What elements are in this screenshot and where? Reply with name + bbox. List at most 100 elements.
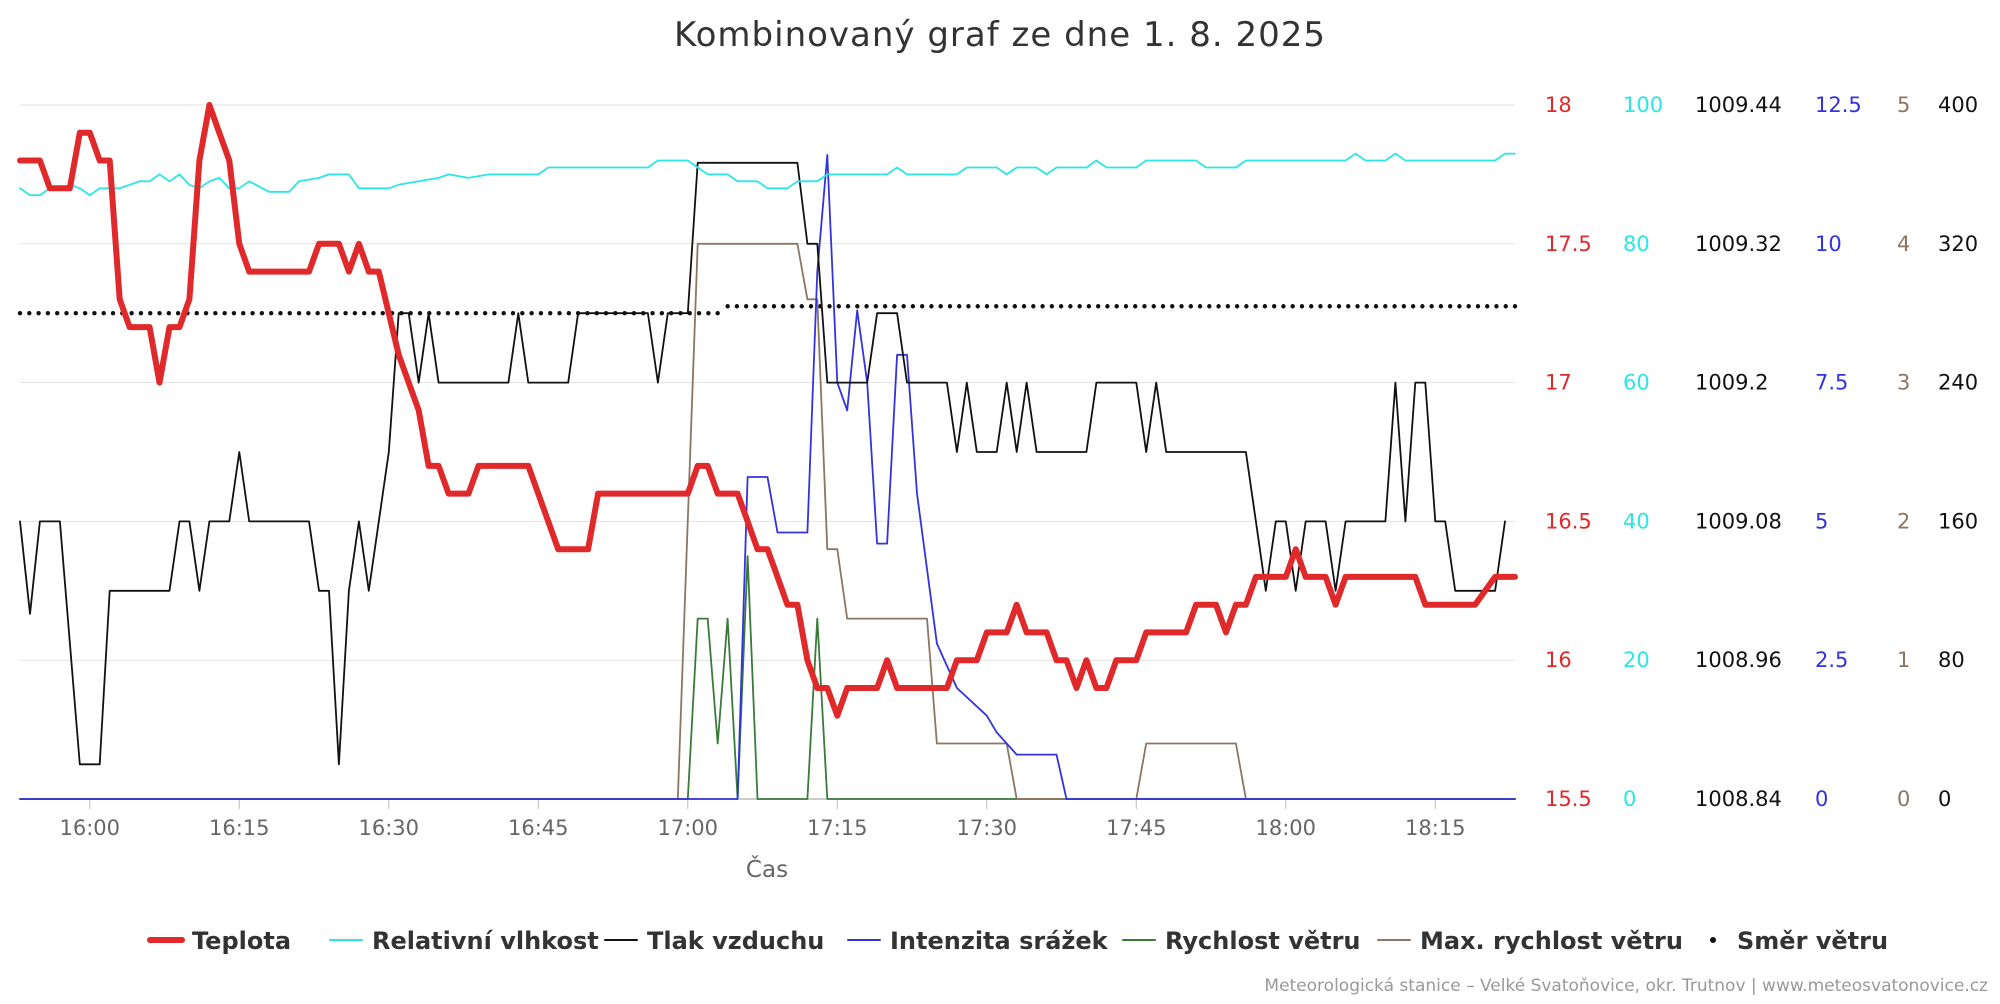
wind-direction-point [1494,304,1499,309]
y-tick-label-rain: 12.5 [1815,93,1862,117]
wind-direction-point [148,311,153,316]
wind-direction-point [1003,304,1008,309]
wind-direction-point [799,304,804,309]
wind-direction-point [1068,304,1073,309]
wind-direction-point [73,311,79,316]
wind-direction-point [1049,304,1055,309]
wind-direction-point [557,311,562,316]
wind-direction-point [1503,304,1508,309]
legend-item-intenzita-srazek[interactable]: Intenzita srážek [847,927,1109,955]
wind-direction-point [1457,304,1462,309]
wind-direction-point [166,311,172,316]
wind-direction-point [1410,304,1416,309]
wind-direction-point [222,311,227,316]
wind-direction-point [278,311,283,316]
wind-direction-point [827,304,832,309]
wind-direction-point [268,311,274,316]
wind-direction-point [1271,304,1277,309]
wind-direction-point [1299,304,1305,309]
wind-direction-point [910,304,916,309]
wind-direction-point [361,311,367,316]
wind-direction-point [994,304,999,309]
y-tick-label-wind: 2 [1897,509,1910,533]
wind-direction-point [343,311,348,316]
wind-direction-point [873,304,879,309]
legend-item-rychlost-vetru[interactable]: Rychlost větru [1122,927,1361,955]
wind-direction-point [715,311,720,316]
wind-direction-point [1420,304,1425,309]
legend-item-max-rychlost-vetru[interactable]: Max. rychlost větru [1377,927,1683,955]
wind-direction-point [259,311,265,316]
wind-direction-point [938,304,943,309]
series-smer-vetru [17,304,1518,316]
y-tick-label-hum: 80 [1623,232,1650,256]
wind-direction-point [901,304,906,309]
y-tick-label-dir: 0 [1938,787,1951,811]
wind-direction-point [1160,304,1166,309]
wind-direction-point [975,304,980,309]
wind-direction-point [1327,304,1332,309]
wind-direction-point [17,311,23,316]
wind-direction-point [1058,304,1064,309]
wind-direction-point [352,311,358,316]
legend-label: Max. rychlost větru [1420,927,1683,955]
wind-direction-point [882,304,888,309]
wind-direction-point [1114,304,1119,309]
wind-direction-point [1216,304,1221,309]
y-tick-label-wind: 3 [1897,371,1910,395]
legend-item-tlak-vzduchu[interactable]: Tlak vzduchu [604,927,824,955]
y-tick-label-press: 1009.08 [1695,509,1782,533]
wind-direction-point [1475,304,1481,309]
wind-direction-point [725,304,730,309]
legend-label: Teplota [192,927,291,955]
wind-direction-point [1346,304,1351,309]
wind-direction-point [1207,304,1212,309]
wind-direction-point [1188,304,1193,309]
legend-item-relativni-vlhkost[interactable]: Relativní vlhkost [329,927,599,955]
wind-direction-point [1021,304,1027,309]
wind-direction-point [781,304,786,309]
wind-direction-point [892,304,897,309]
wind-direction-point [566,311,572,316]
wind-direction-point [138,311,144,316]
wind-direction-point [324,311,330,316]
wind-direction-point [1281,304,1286,309]
wind-direction-point [984,304,990,309]
y-tick-label-hum: 40 [1623,509,1650,533]
wind-direction-point [855,304,860,309]
wind-direction-point [548,311,553,316]
x-tick-label: 16:30 [359,816,420,840]
y-tick-label-hum: 100 [1623,93,1663,117]
y-tick-label-temp: 18 [1545,93,1572,117]
wind-direction-point [1401,304,1407,309]
wind-direction-point [92,311,97,316]
wind-direction-point [659,311,665,316]
wind-direction-point [250,311,255,316]
y-tick-label-rain: 7.5 [1815,371,1848,395]
wind-direction-point [1077,304,1082,309]
wind-direction-point [296,311,302,316]
legend-item-smer-vetru[interactable]: Směr větru [1710,927,1888,955]
wind-direction-point [1290,304,1295,309]
y-tick-label-hum: 0 [1623,787,1636,811]
wind-direction-point [436,311,441,316]
y-tick-label-temp: 16.5 [1545,509,1592,533]
wind-direction-point [1392,304,1397,309]
wind-direction-point [1373,304,1379,309]
wind-direction-point [1179,304,1184,309]
x-tick-label: 16:45 [508,816,569,840]
credits: Meteorologická stanice – Velké Svatoňovi… [1264,976,1988,996]
legend-item-teplota[interactable]: Teplota [147,927,291,955]
x-tick-label: 16:15 [209,816,270,840]
wind-direction-point [1095,304,1101,309]
wind-direction-point [175,311,181,316]
y-tick-label-wind: 4 [1897,232,1910,256]
wind-direction-point [129,311,134,316]
wind-direction-point [231,311,237,316]
wind-direction-point [241,311,246,316]
wind-direction-point [157,311,162,316]
wind-direction-point [334,311,339,316]
wind-direction-point [315,311,320,316]
y-tick-label-wind: 1 [1897,648,1910,672]
wind-direction-point [82,311,88,316]
